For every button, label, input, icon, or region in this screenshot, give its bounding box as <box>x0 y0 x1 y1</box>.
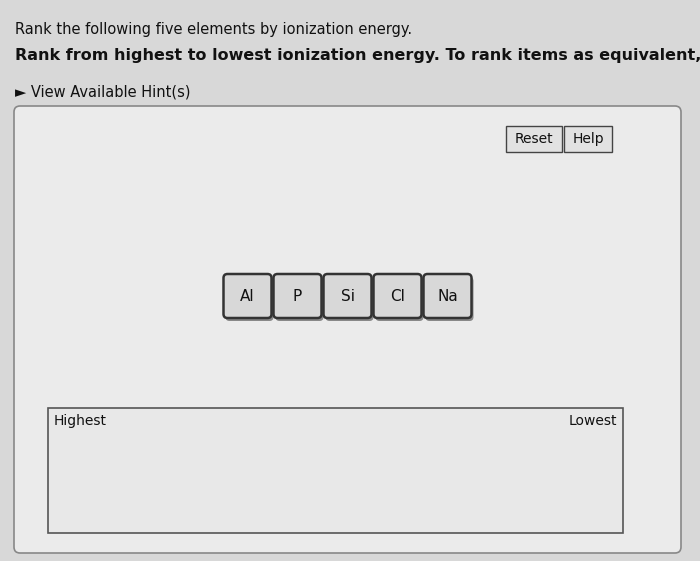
FancyBboxPatch shape <box>223 274 272 318</box>
Text: Rank the following five elements by ionization energy.: Rank the following five elements by ioni… <box>15 22 412 37</box>
Text: Cl: Cl <box>390 288 405 304</box>
Text: Highest: Highest <box>54 414 107 428</box>
Text: Si: Si <box>340 288 354 304</box>
FancyBboxPatch shape <box>375 277 424 321</box>
Text: Na: Na <box>437 288 458 304</box>
Text: Help: Help <box>572 132 604 146</box>
FancyBboxPatch shape <box>276 277 323 321</box>
FancyBboxPatch shape <box>323 274 372 318</box>
Text: Rank from highest to lowest ionization energy. To rank items as equivalent, over: Rank from highest to lowest ionization e… <box>15 48 700 63</box>
Text: Al: Al <box>240 288 255 304</box>
FancyBboxPatch shape <box>426 277 473 321</box>
FancyBboxPatch shape <box>506 126 562 152</box>
FancyBboxPatch shape <box>564 126 612 152</box>
FancyBboxPatch shape <box>225 277 274 321</box>
FancyBboxPatch shape <box>274 274 321 318</box>
Text: ► View Available Hint(s): ► View Available Hint(s) <box>15 84 190 99</box>
FancyBboxPatch shape <box>424 274 472 318</box>
Text: Lowest: Lowest <box>568 414 617 428</box>
Text: P: P <box>293 288 302 304</box>
FancyBboxPatch shape <box>14 106 681 553</box>
Text: Reset: Reset <box>514 132 553 146</box>
FancyBboxPatch shape <box>374 274 421 318</box>
FancyBboxPatch shape <box>326 277 374 321</box>
FancyBboxPatch shape <box>48 408 623 533</box>
